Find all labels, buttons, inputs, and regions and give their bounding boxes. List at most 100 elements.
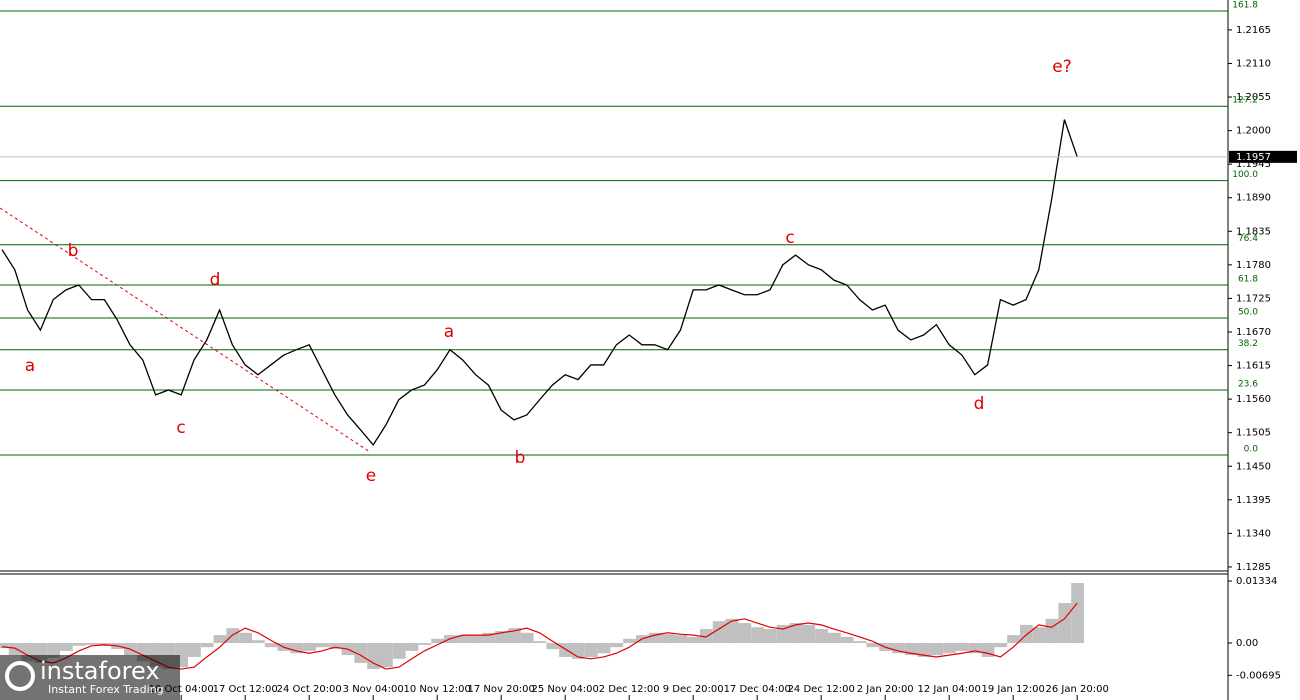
oscillator-bar (892, 643, 905, 654)
price-line (1, 119, 1078, 446)
oscillator-bar (968, 643, 982, 654)
wave-label: a (25, 356, 35, 376)
current-price-label: 1.1957 (1236, 152, 1271, 163)
oscillator-bar (264, 643, 278, 648)
wave-label: b (515, 448, 526, 468)
wave-label: e? (1052, 57, 1071, 77)
fib-level-label: 76.4 (1238, 234, 1258, 244)
oscillator-bar (904, 643, 918, 656)
oscillator-bar (431, 638, 444, 644)
oscillator-bar (751, 627, 764, 644)
current-price-box (1229, 150, 1297, 163)
y-tick-label: 1.2165 (1236, 25, 1271, 36)
fib-level-label: 38.2 (1238, 339, 1258, 349)
oscillator-bar (764, 629, 777, 644)
watermark-logo (5, 661, 35, 691)
x-tick-label: 17 Nov 20:00 (467, 684, 534, 695)
oscillator-bar (802, 624, 816, 644)
oscillator-bar (661, 634, 675, 644)
x-tick-label: 9 Dec 20:00 (663, 684, 724, 695)
oscillator-bar (85, 643, 99, 645)
oscillator-bar (1007, 635, 1020, 644)
oscillator-bar (392, 643, 406, 659)
oscillator-bar (239, 632, 252, 644)
oscillator-bar (789, 623, 803, 644)
fib-level-label: 127.2 (1232, 96, 1258, 106)
y-tick-label: 1.1340 (1236, 528, 1271, 539)
oscillator-bar (8, 643, 22, 656)
wave-label: e (366, 466, 376, 486)
oscillator-bar (367, 643, 380, 670)
y-tick-label: 1.1780 (1236, 260, 1271, 271)
x-tick-label: 17 Oct 12:00 (213, 684, 278, 695)
y-tick-label: 1.1890 (1236, 193, 1271, 204)
fib-level-label: 100.0 (1232, 170, 1258, 180)
x-tick-label: 3 Nov 04:00 (343, 684, 404, 695)
y-tick-label: 1.1725 (1236, 293, 1271, 304)
y-tick-label: 1.1395 (1236, 495, 1271, 506)
x-tick-label: 2 Jan 20:00 (857, 684, 914, 695)
oscillator-bar (60, 643, 73, 651)
y-tick-label: 1.1285 (1236, 562, 1271, 573)
oscillator-bar (956, 643, 969, 651)
oscillator-bar (623, 638, 636, 644)
watermark: instaforex Instant Forex Trading (0, 655, 180, 700)
oscillator-bar (776, 624, 790, 644)
x-tick-label: 12 Jan 04:00 (918, 684, 981, 695)
oscillator-bar (533, 641, 547, 644)
oscillator-bar (0, 643, 9, 649)
oscillator-bar (213, 635, 227, 644)
oscillator-bar (520, 632, 534, 644)
signal-line (1, 602, 1078, 670)
oscillator-bar (674, 635, 688, 644)
oscillator-bar (418, 643, 432, 645)
wave-label: d (210, 270, 221, 290)
oscillator-bar (380, 643, 393, 668)
x-tick-label: 25 Nov 04:00 (531, 684, 598, 695)
x-tick-label: 26 Jan 20:00 (1046, 684, 1109, 695)
oscillator-bar (290, 643, 304, 654)
x-tick-label: 10 Oct 04:00 (149, 684, 214, 695)
oscillator-bar (815, 629, 828, 644)
oscillator-bar (47, 643, 60, 658)
oscillator-bar (738, 623, 752, 644)
y-tick-label: 1.2055 (1236, 92, 1271, 103)
oscillator-bar (1032, 627, 1046, 644)
fib-level-label: 23.6 (1238, 379, 1258, 389)
oscillator-bar (200, 643, 214, 648)
wave-label: d (974, 394, 985, 414)
fib-level-label: 50.0 (1238, 307, 1258, 317)
fib-level-label: 0.0 (1244, 444, 1259, 454)
watermark-subtitle: Instant Forex Trading (48, 683, 164, 696)
oscillator-bar (943, 643, 956, 654)
oscillator-bar (866, 643, 880, 648)
oscillator-bar (597, 643, 611, 654)
oscillator-bar (648, 632, 662, 644)
x-tick-label: 19 Jan 12:00 (982, 684, 1045, 695)
y-tick-label: 1.2000 (1236, 126, 1271, 137)
x-tick-label: 24 Oct 20:00 (277, 684, 342, 695)
oscillator-bar (72, 643, 86, 646)
fib-level-label: 61.8 (1238, 275, 1258, 285)
x-tick-label: 17 Dec 04:00 (724, 684, 791, 695)
oscillator-bar (482, 632, 496, 644)
x-tick-label: 24 Dec 12:00 (788, 684, 855, 695)
wave-label: b (68, 241, 79, 261)
oscillator-bar (328, 643, 342, 650)
oscillator-bar (405, 643, 419, 651)
y-tick-label: 1.1560 (1236, 394, 1271, 405)
y-tick-label: 1.1670 (1236, 327, 1271, 338)
y-tick-label: 1.1450 (1236, 461, 1271, 472)
y-tick-label: 1.1945 (1236, 159, 1271, 170)
y-tick-label: 1.1615 (1236, 361, 1271, 372)
oscillator-bar (917, 643, 931, 657)
oscillator-bar (469, 635, 483, 644)
oscillator-bar (994, 643, 1008, 648)
oscillator-bar (456, 635, 470, 644)
fib-level-label: 161.8 (1232, 0, 1258, 10)
y-tick-label: 0.01334 (1236, 576, 1277, 587)
oscillator-bar (495, 630, 508, 644)
wave-label: c (176, 418, 185, 438)
wave-label: a (444, 322, 454, 342)
